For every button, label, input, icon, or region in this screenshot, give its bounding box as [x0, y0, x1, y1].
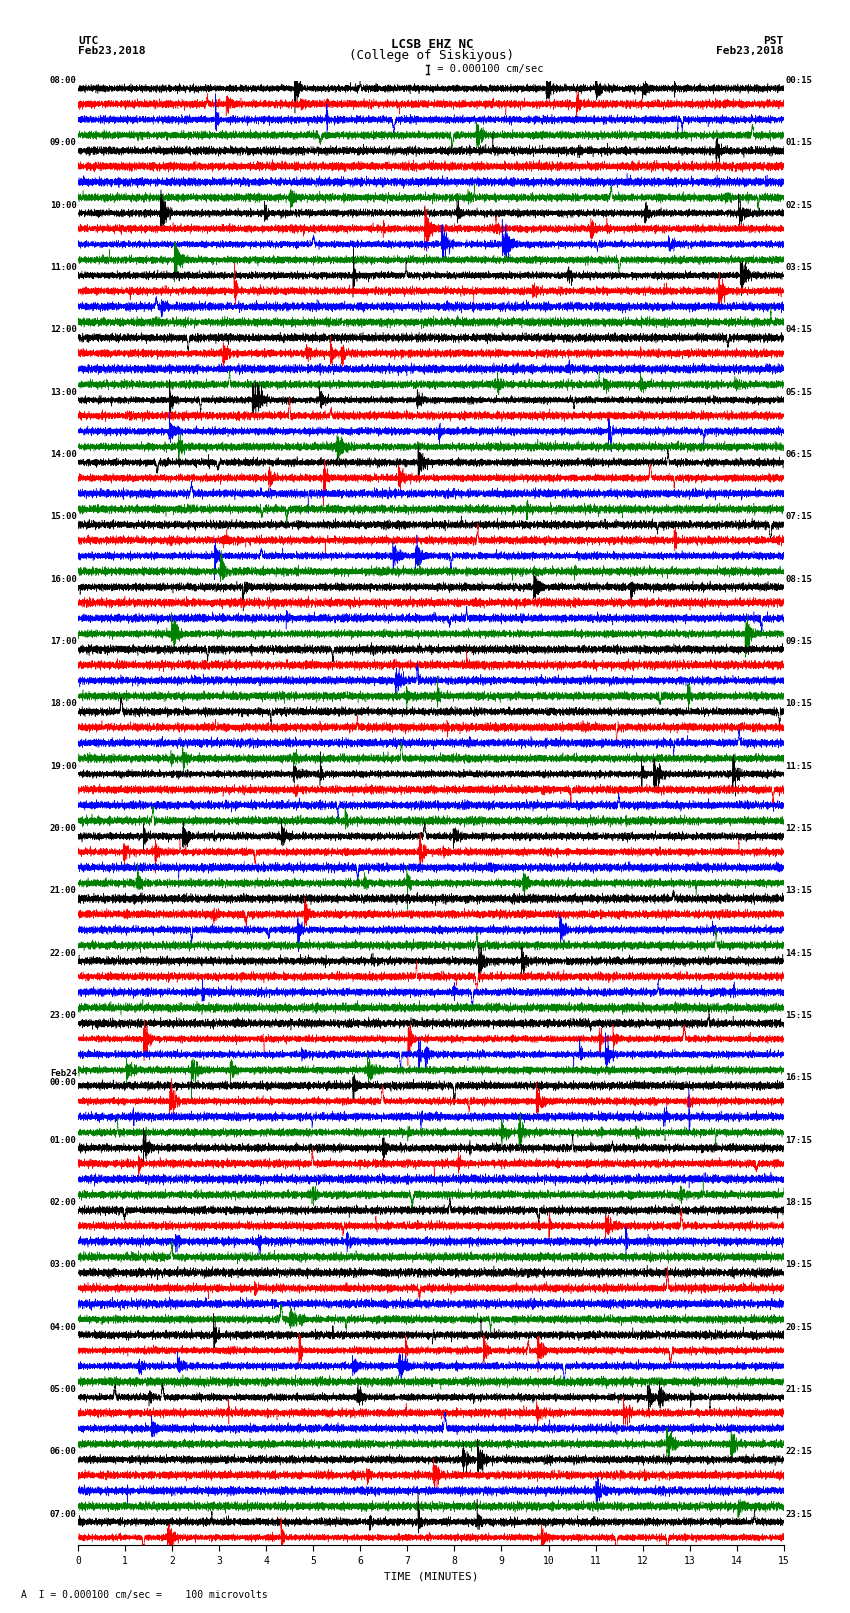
Text: 12:15: 12:15: [785, 824, 812, 832]
Text: UTC: UTC: [78, 35, 99, 45]
Text: 15:00: 15:00: [50, 513, 76, 521]
Text: 06:00: 06:00: [50, 1447, 76, 1457]
Text: 22:00: 22:00: [50, 948, 76, 958]
Text: = 0.000100 cm/sec: = 0.000100 cm/sec: [431, 65, 543, 74]
Text: 01:15: 01:15: [785, 139, 812, 147]
Text: PST: PST: [763, 35, 784, 45]
Text: LCSB EHZ NC: LCSB EHZ NC: [390, 37, 473, 50]
Text: 16:00: 16:00: [50, 574, 76, 584]
Text: 09:00: 09:00: [50, 139, 76, 147]
Text: 11:15: 11:15: [785, 761, 812, 771]
Text: 04:00: 04:00: [50, 1323, 76, 1332]
Text: Feb24
00:00: Feb24 00:00: [50, 1069, 76, 1087]
X-axis label: TIME (MINUTES): TIME (MINUTES): [383, 1571, 479, 1581]
Text: 17:15: 17:15: [785, 1136, 812, 1145]
Text: 18:15: 18:15: [785, 1198, 812, 1207]
Text: 09:15: 09:15: [785, 637, 812, 647]
Text: 20:00: 20:00: [50, 824, 76, 832]
Text: 05:15: 05:15: [785, 387, 812, 397]
Text: 19:15: 19:15: [785, 1260, 812, 1269]
Text: 13:00: 13:00: [50, 387, 76, 397]
Text: 02:00: 02:00: [50, 1198, 76, 1207]
Text: 11:00: 11:00: [50, 263, 76, 273]
Text: 14:00: 14:00: [50, 450, 76, 460]
Text: 05:00: 05:00: [50, 1386, 76, 1394]
Text: 20:15: 20:15: [785, 1323, 812, 1332]
Text: 15:15: 15:15: [785, 1011, 812, 1019]
Text: Feb23,2018: Feb23,2018: [78, 45, 145, 56]
Text: A  I = 0.000100 cm/sec =    100 microvolts: A I = 0.000100 cm/sec = 100 microvolts: [21, 1590, 268, 1600]
Text: 08:15: 08:15: [785, 574, 812, 584]
Text: 04:15: 04:15: [785, 326, 812, 334]
Text: 07:00: 07:00: [50, 1510, 76, 1518]
Text: 06:15: 06:15: [785, 450, 812, 460]
Text: 01:00: 01:00: [50, 1136, 76, 1145]
Text: 23:15: 23:15: [785, 1510, 812, 1518]
Text: 14:15: 14:15: [785, 948, 812, 958]
Text: 21:15: 21:15: [785, 1386, 812, 1394]
Text: (College of Siskiyous): (College of Siskiyous): [349, 48, 514, 63]
Text: 03:15: 03:15: [785, 263, 812, 273]
Text: 18:00: 18:00: [50, 700, 76, 708]
Text: 21:00: 21:00: [50, 887, 76, 895]
Text: 19:00: 19:00: [50, 761, 76, 771]
Text: 10:15: 10:15: [785, 700, 812, 708]
Text: 00:15: 00:15: [785, 76, 812, 85]
Text: 17:00: 17:00: [50, 637, 76, 647]
Text: 16:15: 16:15: [785, 1073, 812, 1082]
Text: 12:00: 12:00: [50, 326, 76, 334]
Text: 03:00: 03:00: [50, 1260, 76, 1269]
Text: 08:00: 08:00: [50, 76, 76, 85]
Text: 23:00: 23:00: [50, 1011, 76, 1019]
Text: Feb23,2018: Feb23,2018: [717, 45, 784, 56]
Text: 10:00: 10:00: [50, 200, 76, 210]
Text: 02:15: 02:15: [785, 200, 812, 210]
Text: 07:15: 07:15: [785, 513, 812, 521]
Text: 13:15: 13:15: [785, 887, 812, 895]
Text: 22:15: 22:15: [785, 1447, 812, 1457]
